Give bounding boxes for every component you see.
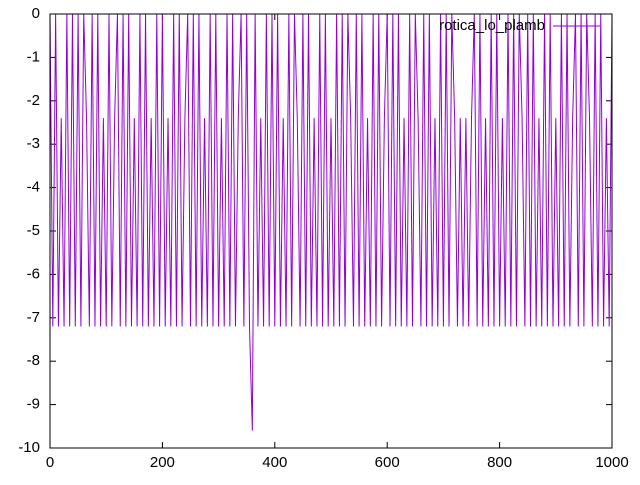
y-tick-label: -5: [27, 222, 40, 239]
x-tick-label: 800: [487, 454, 512, 471]
y-tick-label: -3: [27, 135, 40, 152]
series-line: [49, 13, 613, 431]
y-tick-label: -9: [27, 396, 40, 413]
x-tick-label: 200: [150, 454, 175, 471]
x-tick-label: 400: [262, 454, 287, 471]
y-tick-label: -8: [27, 352, 40, 369]
plot-frame: [49, 13, 613, 449]
y-tick-label: -7: [27, 309, 40, 326]
x-tick-label: 600: [375, 454, 400, 471]
y-tick-label: -4: [27, 179, 40, 196]
y-tick-label: -6: [27, 265, 40, 282]
legend-label: rotica_lo_plamb: [439, 17, 545, 34]
x-tick-label: 0: [46, 454, 54, 471]
x-tick-label: 1000: [595, 454, 628, 471]
y-tick-label: -10: [18, 439, 40, 456]
y-tick-label: -1: [27, 48, 40, 65]
y-tick-label: -2: [27, 92, 40, 109]
y-tick-label: 0: [32, 5, 40, 22]
